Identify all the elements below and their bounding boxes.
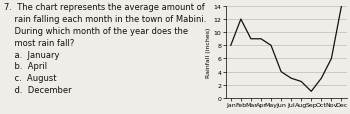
Y-axis label: Rainfall (inches): Rainfall (inches)	[206, 27, 211, 77]
Text: 7.  The chart represents the average amount of
    rain falling each month in th: 7. The chart represents the average amou…	[4, 3, 206, 94]
